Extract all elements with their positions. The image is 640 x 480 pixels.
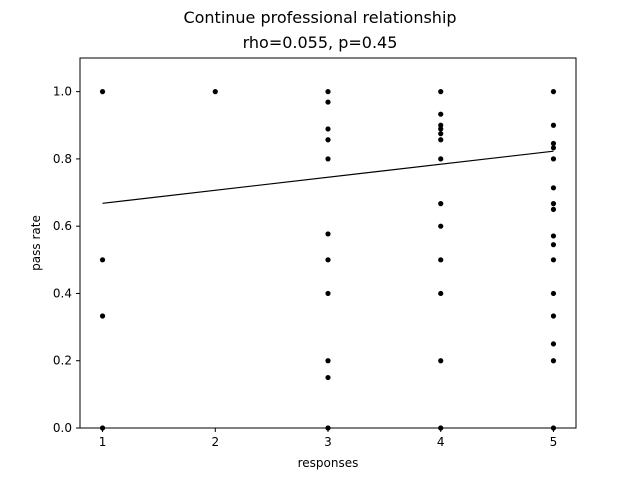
scatter-point: [212, 89, 218, 95]
scatter-point: [438, 257, 444, 263]
x-tick-label: 2: [211, 435, 219, 449]
y-tick-label: 0.2: [53, 354, 72, 368]
scatter-point: [438, 111, 444, 117]
scatter-point: [550, 257, 557, 263]
x-tick-label: 5: [550, 435, 558, 449]
y-axis: 0.0 0.2 0.4 0.6 0.8 1.0: [53, 85, 80, 435]
scatter-point: [550, 233, 557, 239]
scatter-point: [325, 374, 331, 381]
trend-line: [102, 150, 554, 204]
chart-subtitle: rho=0.055, p=0.45: [242, 33, 398, 52]
x-tick-label: 1: [99, 435, 107, 449]
scatter-point: [550, 206, 557, 212]
scatter-point: [438, 223, 444, 229]
scatter-point: [550, 145, 557, 151]
scatter-point: [325, 89, 331, 95]
y-tick-label: 0.8: [53, 152, 72, 166]
axes-frame: [79, 57, 577, 429]
scatter-point: [550, 156, 557, 162]
scatter-point: [325, 99, 331, 105]
scatter-point: [550, 290, 557, 297]
scatter-point: [325, 290, 331, 297]
scatter-point: [438, 156, 444, 162]
y-tick-label: 0.6: [53, 219, 72, 233]
scatter-point: [325, 358, 331, 364]
scatter-point: [325, 231, 331, 237]
scatter-point: [438, 131, 444, 137]
y-tick-label: 0.4: [53, 286, 72, 300]
chart-title: Continue professional relationship: [183, 8, 457, 27]
scatter-point: [325, 137, 331, 143]
y-tick-label: 1.0: [53, 85, 72, 99]
scatter-point: [438, 126, 444, 132]
scatter-point: [550, 122, 557, 128]
scatter-point: [438, 201, 444, 207]
x-tick-label: 3: [324, 435, 332, 449]
scatter-point: [438, 137, 444, 143]
x-tick-label: 4: [437, 435, 445, 449]
scatter-point: [550, 185, 557, 191]
plot-area: [99, 89, 557, 431]
scatter-point: [550, 140, 557, 147]
x-axis: 1 2 3 4 5: [99, 428, 558, 449]
scatter-point: [550, 242, 557, 248]
scatter-point: [438, 122, 444, 128]
y-axis-label: pass rate: [29, 215, 43, 271]
scatter-point: [438, 358, 444, 364]
scatter-point: [550, 341, 557, 347]
scatter-point: [438, 290, 444, 297]
scatter-point: [99, 89, 106, 95]
x-axis-label: responses: [298, 456, 359, 470]
scatter-point: [550, 313, 557, 319]
scatter-point: [325, 156, 331, 162]
scatter-point: [99, 257, 106, 263]
scatter-point: [438, 89, 444, 95]
scatter-point: [550, 358, 557, 364]
scatter-point: [325, 126, 331, 132]
scatter-point: [550, 201, 557, 207]
y-tick-label: 0.0: [53, 421, 72, 435]
scatter-point: [550, 89, 557, 95]
scatter-point: [99, 313, 106, 319]
scatter-point: [325, 257, 331, 263]
